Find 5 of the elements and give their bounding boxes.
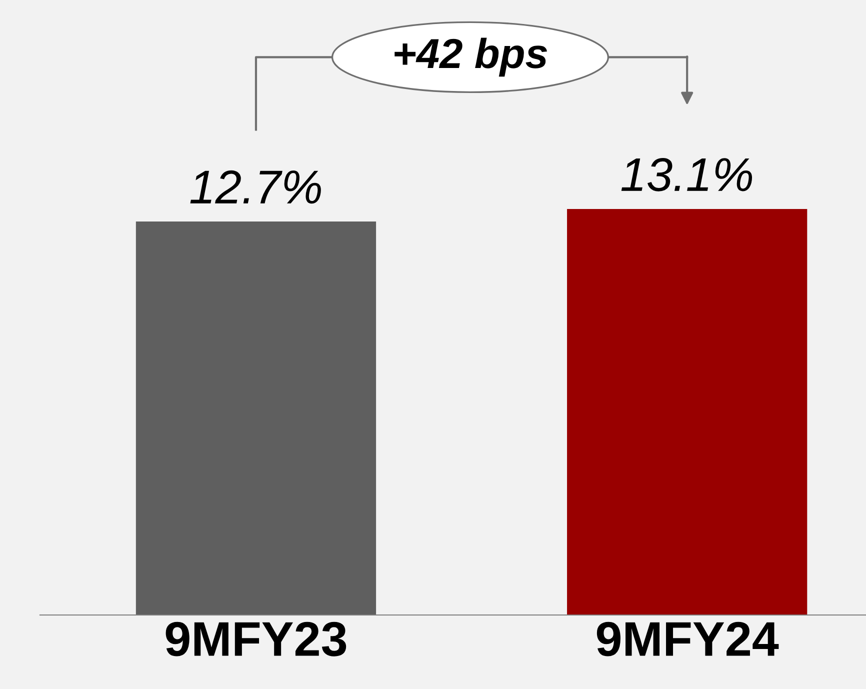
data-label: 13.1% [621,158,752,192]
text: +42 bps [394,38,547,77]
x-tick-label: 9MFY24 [596,622,779,656]
data-label: 12.7% [190,170,321,204]
x-tick-label: 9MFY23 [166,622,346,656]
